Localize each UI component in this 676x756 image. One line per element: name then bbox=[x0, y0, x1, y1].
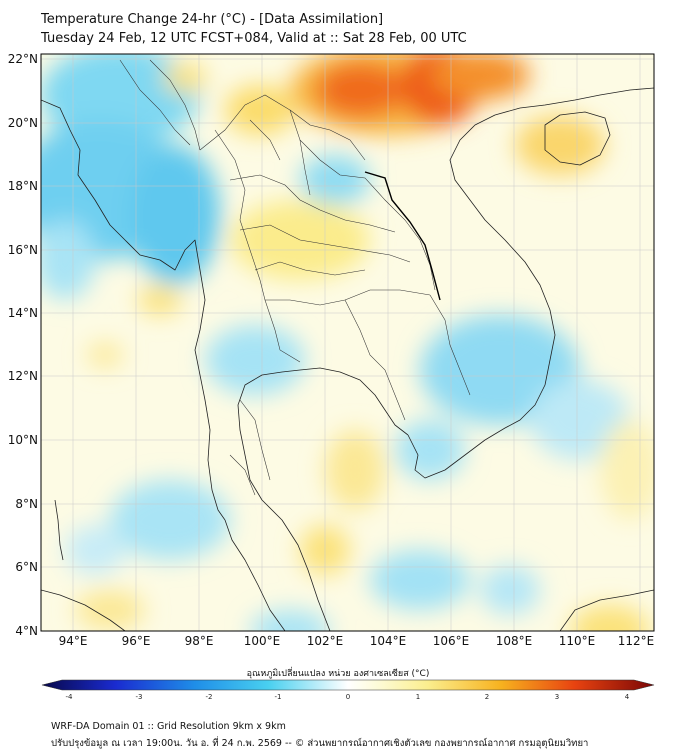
lat-label: 22°N bbox=[8, 52, 38, 66]
lon-label: 102°E bbox=[307, 634, 344, 648]
lon-label: 108°E bbox=[496, 634, 533, 648]
map-frame bbox=[40, 53, 655, 632]
lon-label: 96°E bbox=[122, 634, 151, 648]
laos-vietnam-border bbox=[364, 171, 441, 301]
lat-label: 10°N bbox=[8, 433, 38, 447]
lon-label: 100°E bbox=[244, 634, 281, 648]
lon-label: 110°E bbox=[559, 634, 596, 648]
map-subtitle: Tuesday 24 Feb, 12 UTC FCST+084, Valid a… bbox=[41, 31, 467, 46]
colorbar-tick: -3 bbox=[136, 693, 143, 701]
lon-label: 94°E bbox=[59, 634, 88, 648]
longitude-labels: 94°E 96°E 98°E 100°E 102°E 104°E 106°E 1… bbox=[59, 634, 655, 648]
coastlines bbox=[41, 87, 654, 631]
map-title: Temperature Change 24-hr (°C) - [Data As… bbox=[41, 12, 384, 27]
colorbar-gradient bbox=[41, 679, 655, 691]
latitude-labels: 22°N 20°N 18°N 16°N 14°N 12°N 10°N 8°N 6… bbox=[8, 52, 38, 638]
lat-label: 18°N bbox=[8, 179, 38, 193]
colorbar-tick: -2 bbox=[206, 693, 213, 701]
lat-label: 4°N bbox=[15, 624, 38, 638]
colorbar: -4 -3 -2 -1 0 1 2 3 4 bbox=[41, 679, 655, 701]
colorbar-tick: 1 bbox=[416, 693, 420, 701]
colorbar-tick: 3 bbox=[555, 693, 559, 701]
colorbar-tick: 2 bbox=[485, 693, 489, 701]
colorbar-tick: -1 bbox=[275, 693, 282, 701]
lat-label: 12°N bbox=[8, 369, 38, 383]
temperature-field bbox=[41, 54, 654, 631]
lon-label: 104°E bbox=[370, 634, 407, 648]
lon-label: 106°E bbox=[433, 634, 470, 648]
colorbar-tick: -4 bbox=[66, 693, 74, 701]
lon-label: 112°E bbox=[618, 634, 655, 648]
colorbar-tick: 4 bbox=[625, 693, 630, 701]
lat-label: 8°N bbox=[15, 497, 38, 511]
colorbar-ticks: -4 -3 -2 -1 0 1 2 3 4 bbox=[66, 693, 630, 701]
lat-label: 6°N bbox=[15, 560, 38, 574]
lat-label: 16°N bbox=[8, 243, 38, 257]
colorbar-tick: 0 bbox=[346, 693, 350, 701]
lat-label: 14°N bbox=[8, 306, 38, 320]
graticule bbox=[41, 54, 654, 631]
footer-credit: ปรับปรุงข้อมูล ณ เวลา 19:00น. วัน อ. ที่… bbox=[51, 738, 589, 749]
footer-model-info: WRF-DA Domain 01 :: Grid Resolution 9km … bbox=[51, 721, 286, 732]
lon-label: 98°E bbox=[185, 634, 214, 648]
admin-borders bbox=[119, 59, 471, 496]
lat-label: 20°N bbox=[8, 116, 38, 130]
colorbar-label: อุณหภูมิเปลี่ยนแปลง หน่วย องศาเซลเซียส (… bbox=[246, 669, 430, 679]
